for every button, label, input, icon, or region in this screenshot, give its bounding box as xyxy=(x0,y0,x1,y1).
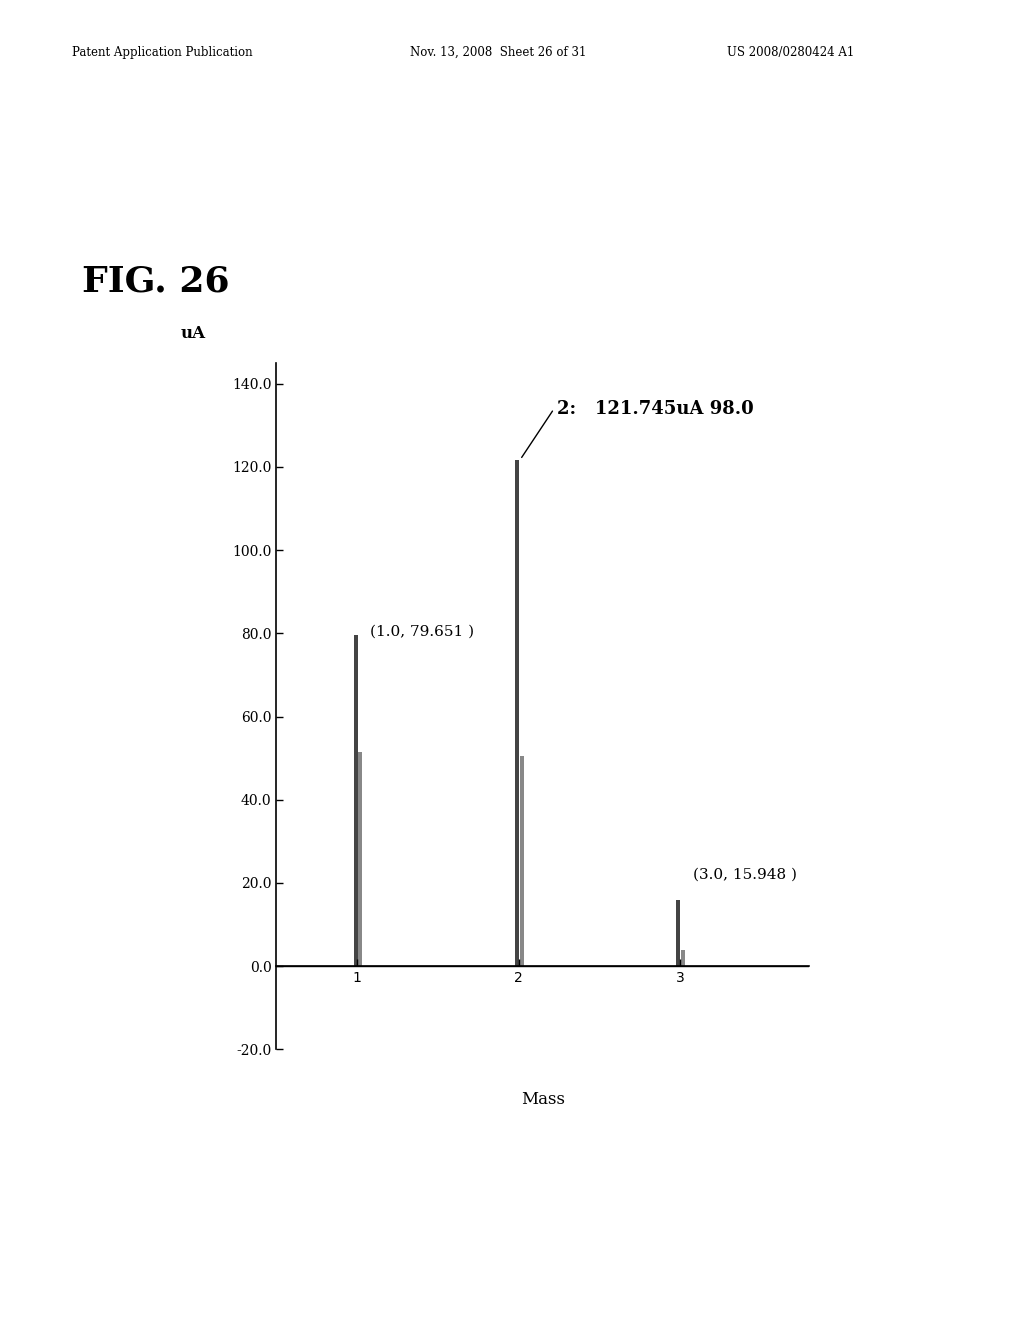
Bar xyxy=(515,459,519,966)
Bar xyxy=(676,900,680,966)
Text: 2:   121.745uA 98.0: 2: 121.745uA 98.0 xyxy=(557,400,754,417)
Text: uA: uA xyxy=(180,326,206,342)
X-axis label: Mass: Mass xyxy=(521,1090,564,1107)
Text: Nov. 13, 2008  Sheet 26 of 31: Nov. 13, 2008 Sheet 26 of 31 xyxy=(410,46,586,59)
Text: US 2008/0280424 A1: US 2008/0280424 A1 xyxy=(727,46,854,59)
Bar xyxy=(353,635,357,966)
Bar xyxy=(520,756,523,966)
Text: Patent Application Publication: Patent Application Publication xyxy=(72,46,252,59)
Text: FIG. 26: FIG. 26 xyxy=(82,264,229,298)
Text: (1.0, 79.651 ): (1.0, 79.651 ) xyxy=(370,624,474,639)
Text: (3.0, 15.948 ): (3.0, 15.948 ) xyxy=(693,867,797,882)
Bar xyxy=(681,949,685,966)
Bar xyxy=(358,752,362,966)
